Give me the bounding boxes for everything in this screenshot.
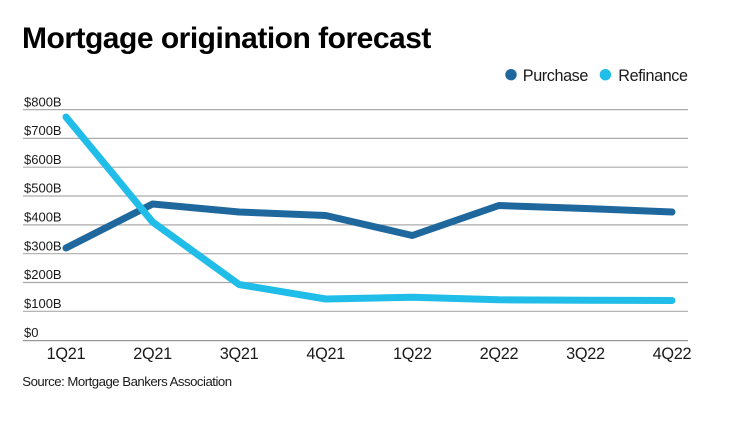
svg-text:$800B: $800B (24, 94, 62, 109)
svg-text:1Q21: 1Q21 (47, 345, 86, 363)
svg-text:3Q22: 3Q22 (566, 345, 605, 363)
svg-text:4Q22: 4Q22 (653, 345, 692, 363)
svg-text:3Q21: 3Q21 (220, 345, 259, 363)
svg-text:$500B: $500B (24, 181, 62, 196)
svg-text:$600B: $600B (24, 152, 62, 167)
svg-text:$700B: $700B (24, 123, 62, 138)
svg-text:$100B: $100B (24, 296, 62, 311)
svg-text:$300B: $300B (24, 238, 62, 253)
svg-text:2Q21: 2Q21 (133, 345, 172, 363)
svg-text:4Q21: 4Q21 (306, 345, 345, 363)
svg-text:2Q22: 2Q22 (480, 345, 519, 363)
svg-text:$400B: $400B (24, 210, 62, 225)
svg-text:Purchase: Purchase (523, 67, 589, 85)
svg-text:Source: Mortgage Bankers Assoc: Source: Mortgage Bankers Association (22, 374, 231, 389)
svg-text:$200B: $200B (24, 267, 62, 282)
svg-text:$0: $0 (24, 325, 38, 340)
svg-text:Mortgage origination forecast: Mortgage origination forecast (22, 22, 431, 55)
svg-text:Refinance: Refinance (618, 67, 688, 85)
svg-text:1Q22: 1Q22 (393, 345, 432, 363)
